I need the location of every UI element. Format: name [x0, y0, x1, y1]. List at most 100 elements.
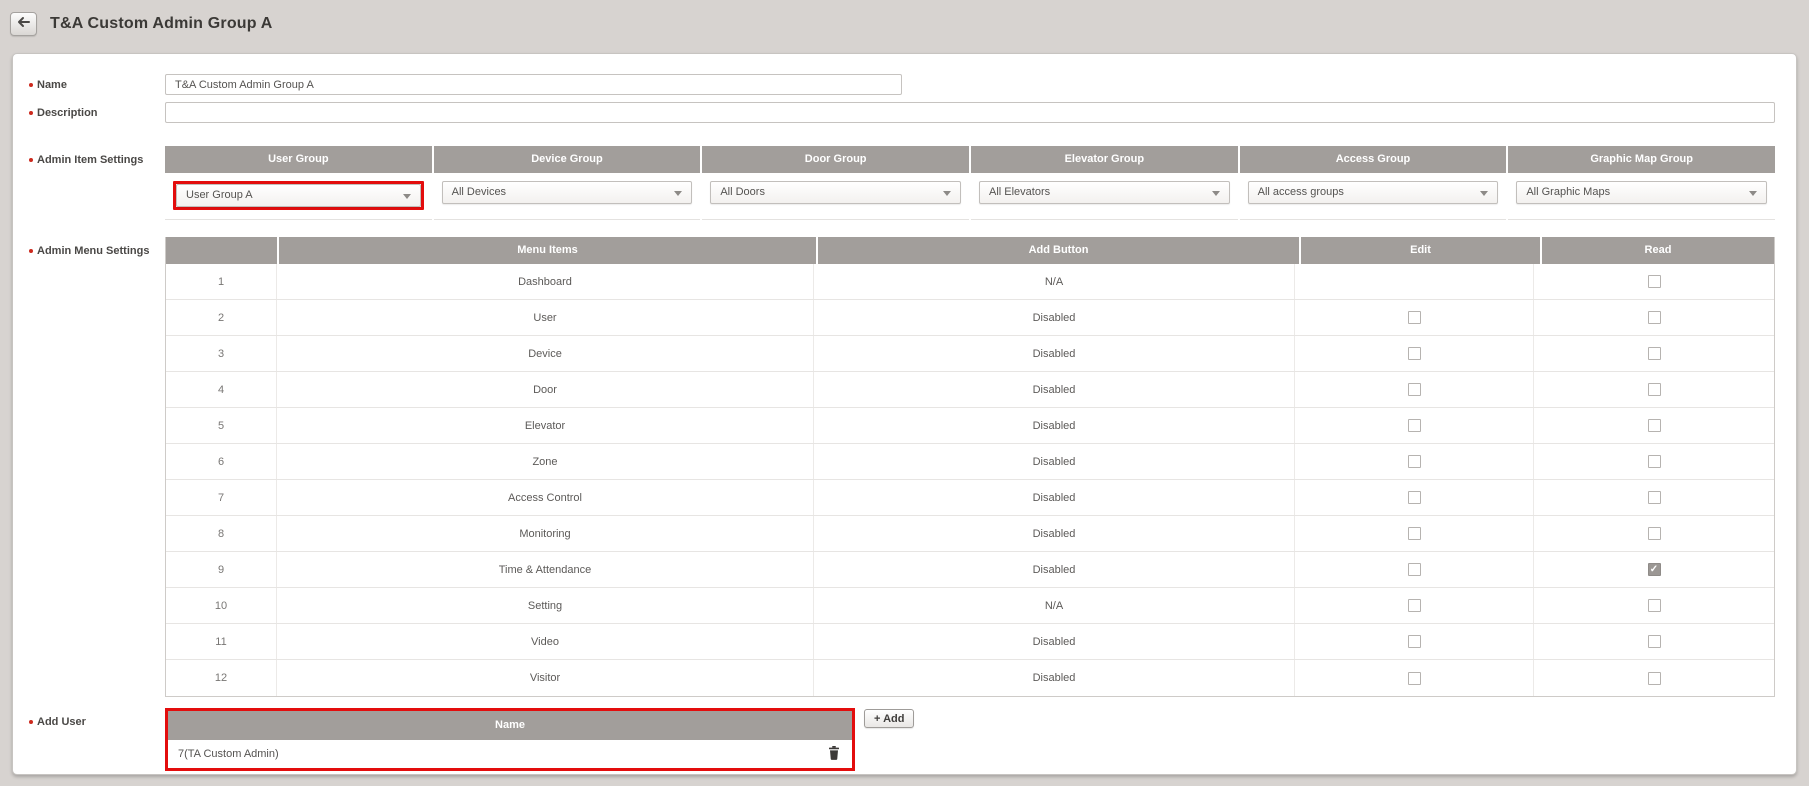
- chevron-down-icon: [1748, 191, 1757, 196]
- required-bullet: [29, 249, 33, 253]
- edit-checkbox[interactable]: [1407, 311, 1421, 324]
- read-checkbox[interactable]: [1647, 311, 1661, 324]
- dropdown-selected-value: User Group A: [186, 189, 253, 201]
- delete-user-button[interactable]: [828, 745, 840, 763]
- required-bullet: [29, 158, 33, 162]
- menu-row-number: 3: [166, 336, 277, 371]
- admin-item-settings-body: User Group A All Devices All Doors All Elev…: [165, 173, 1775, 220]
- add-user-label: Add User: [29, 715, 151, 729]
- add-user-column-header-name: Name: [168, 711, 852, 740]
- edit-cell: [1295, 264, 1534, 299]
- menu-item-name: Elevator: [277, 408, 814, 443]
- add-button-state: N/A: [814, 588, 1295, 623]
- menu-row-number: 4: [166, 372, 277, 407]
- chevron-down-icon: [402, 194, 411, 199]
- admin-menu-settings-label: Admin Menu Settings: [29, 244, 151, 258]
- group-dropdown[interactable]: All Elevators: [978, 181, 1230, 204]
- menu-item-name: Zone: [277, 444, 814, 479]
- read-checkbox[interactable]: [1647, 491, 1661, 504]
- read-checkbox[interactable]: [1647, 563, 1661, 576]
- read-cell: [1534, 480, 1774, 515]
- edit-checkbox[interactable]: [1407, 491, 1421, 504]
- read-checkbox[interactable]: [1647, 383, 1661, 396]
- page-header: T&A Custom Admin Group A: [0, 0, 1809, 48]
- edit-cell: [1295, 660, 1534, 696]
- read-cell: [1534, 588, 1774, 623]
- menu-row: 6 Zone Disabled: [166, 444, 1774, 480]
- chevron-down-icon: [1480, 191, 1489, 196]
- menu-item-name: Video: [277, 624, 814, 659]
- edit-checkbox[interactable]: [1407, 383, 1421, 396]
- dropdown-selected-value: All Graphic Maps: [1526, 186, 1611, 198]
- edit-checkbox[interactable]: [1407, 635, 1421, 648]
- group-dropdown[interactable]: All Doors: [710, 181, 961, 204]
- description-row: Description: [29, 102, 1775, 123]
- dropdown-selected-value: All access groups: [1257, 186, 1344, 198]
- item-column-header: Access Group: [1239, 146, 1507, 173]
- menu-row-number: 12: [166, 660, 277, 696]
- add-user-table: Name 7(TA Custom Admin): [165, 708, 855, 771]
- menu-item-name: Device: [277, 336, 814, 371]
- menu-row: 5 Elevator Disabled: [166, 408, 1774, 444]
- read-checkbox[interactable]: [1647, 275, 1661, 288]
- menu-row-number: 9: [166, 552, 277, 587]
- read-cell: [1534, 516, 1774, 551]
- group-dropdown[interactable]: All Graphic Maps: [1516, 181, 1767, 204]
- name-input[interactable]: [165, 74, 902, 95]
- description-input[interactable]: [165, 102, 1775, 123]
- add-user-table-body: 7(TA Custom Admin): [168, 740, 852, 768]
- group-dropdown[interactable]: All access groups: [1247, 181, 1499, 204]
- edit-cell: [1295, 408, 1534, 443]
- read-checkbox[interactable]: [1647, 347, 1661, 360]
- admin-item-settings-label: Admin Item Settings: [29, 153, 151, 167]
- read-cell: [1534, 336, 1774, 371]
- edit-checkbox[interactable]: [1407, 455, 1421, 468]
- admin-menu-table-header: Menu Items Add Button Edit Read: [166, 237, 1774, 264]
- group-dropdown[interactable]: All Devices: [441, 181, 693, 204]
- menu-row-number: 5: [166, 408, 277, 443]
- edit-cell: [1295, 444, 1534, 479]
- edit-checkbox[interactable]: [1407, 347, 1421, 360]
- admin-item-settings-header: User Group Device Group Door Group Elevator…: [165, 146, 1775, 173]
- read-checkbox[interactable]: [1647, 671, 1661, 685]
- admin-menu-table-body: 1 Dashboard N/A 2 User Disabled 3 Device Disable…: [166, 264, 1774, 696]
- read-checkbox[interactable]: [1647, 527, 1661, 540]
- trash-icon: [828, 745, 840, 763]
- item-dropdown-cell: All Doors: [702, 173, 969, 220]
- add-button-state: Disabled: [814, 444, 1295, 479]
- menu-row: 3 Device Disabled: [166, 336, 1774, 372]
- required-bullet: [29, 110, 33, 115]
- read-checkbox[interactable]: [1647, 455, 1661, 468]
- read-cell: [1534, 408, 1774, 443]
- menu-row: 12 Visitor Disabled: [166, 660, 1774, 696]
- required-bullet: [29, 720, 33, 724]
- item-column-header: Graphic Map Group: [1508, 146, 1775, 173]
- edit-checkbox[interactable]: [1407, 599, 1421, 612]
- column-header-add-button: Add Button: [818, 237, 1299, 264]
- read-cell: [1534, 660, 1774, 696]
- add-user-button[interactable]: + Add: [864, 709, 915, 728]
- menu-item-name: Monitoring: [277, 516, 814, 551]
- read-cell: [1534, 444, 1774, 479]
- menu-item-name: Setting: [277, 588, 814, 623]
- read-checkbox[interactable]: [1647, 635, 1661, 648]
- item-dropdown-cell: All Graphic Maps: [1508, 173, 1775, 220]
- read-checkbox[interactable]: [1647, 599, 1661, 612]
- edit-checkbox[interactable]: [1407, 671, 1421, 685]
- menu-item-name: Visitor: [277, 660, 814, 696]
- edit-checkbox[interactable]: [1407, 419, 1421, 432]
- group-dropdown[interactable]: User Group A: [176, 184, 421, 207]
- back-button[interactable]: [10, 12, 37, 36]
- read-checkbox[interactable]: [1647, 419, 1661, 432]
- item-dropdown-cell: User Group A: [165, 173, 432, 220]
- column-header-edit: Edit: [1301, 237, 1540, 264]
- edit-checkbox[interactable]: [1407, 527, 1421, 540]
- edit-checkbox[interactable]: [1407, 563, 1421, 576]
- admin-group-form: Name Description Admin Item Settings Use…: [12, 53, 1797, 775]
- edit-cell: [1295, 336, 1534, 371]
- edit-cell: [1295, 588, 1534, 623]
- column-header-read: Read: [1542, 237, 1774, 264]
- add-button-state: Disabled: [814, 552, 1295, 587]
- menu-item-name: Access Control: [277, 480, 814, 515]
- admin-item-settings-section: Admin Item Settings User Group Device Gro…: [29, 146, 1775, 220]
